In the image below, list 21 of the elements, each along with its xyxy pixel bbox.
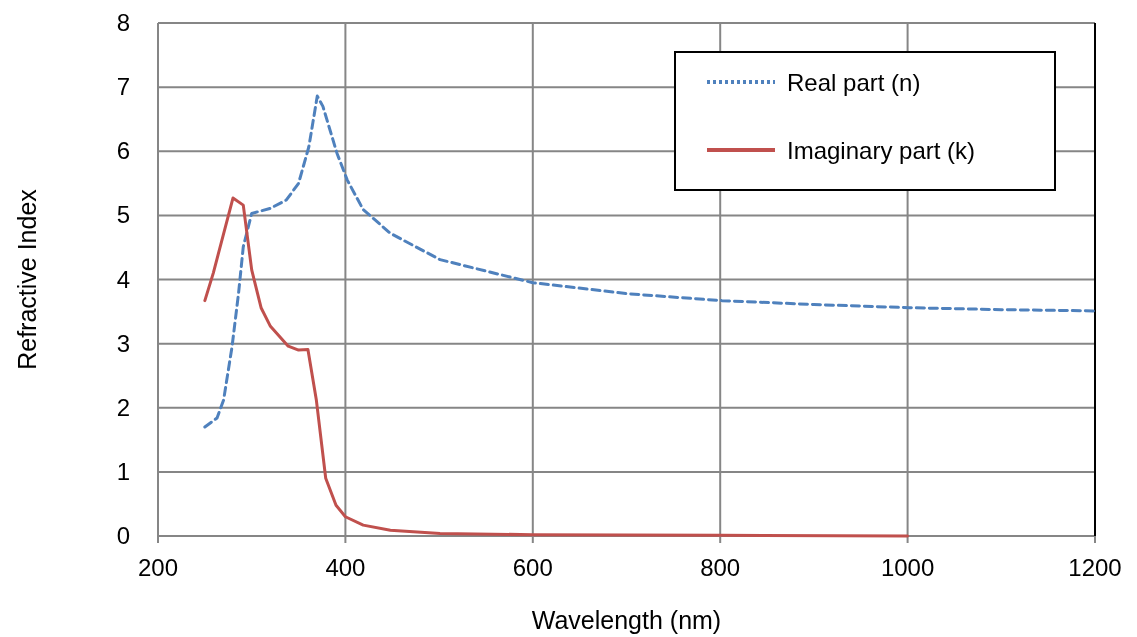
legend-label: Imaginary part (k) (787, 137, 976, 164)
y-tick-label: 6 (116, 137, 130, 165)
legend-label: Real part (n) (787, 69, 921, 96)
x-axis-title: Wavelength (nm) (531, 606, 722, 634)
x-tick-label: 800 (700, 554, 741, 581)
line-series (203, 196, 910, 538)
line-series (203, 94, 1097, 429)
y-tick-label: 4 (116, 265, 130, 293)
x-tick-label: 600 (512, 554, 553, 581)
x-tick-label: 1200 (1068, 554, 1122, 581)
y-tick-label: 3 (116, 329, 130, 357)
y-tick-label: 0 (116, 522, 130, 549)
y-axis-title: Refractive Index (13, 188, 41, 370)
y-tick-label: 8 (116, 9, 130, 36)
y-tick-label: 5 (116, 201, 130, 229)
x-tick-label: 1000 (880, 554, 935, 581)
y-tick-label: 7 (116, 73, 130, 101)
y-tick-label: 2 (116, 393, 130, 421)
y-tick-label: 1 (116, 457, 130, 485)
x-tick-label: 400 (325, 554, 366, 581)
x-tick-label: 200 (137, 554, 179, 581)
